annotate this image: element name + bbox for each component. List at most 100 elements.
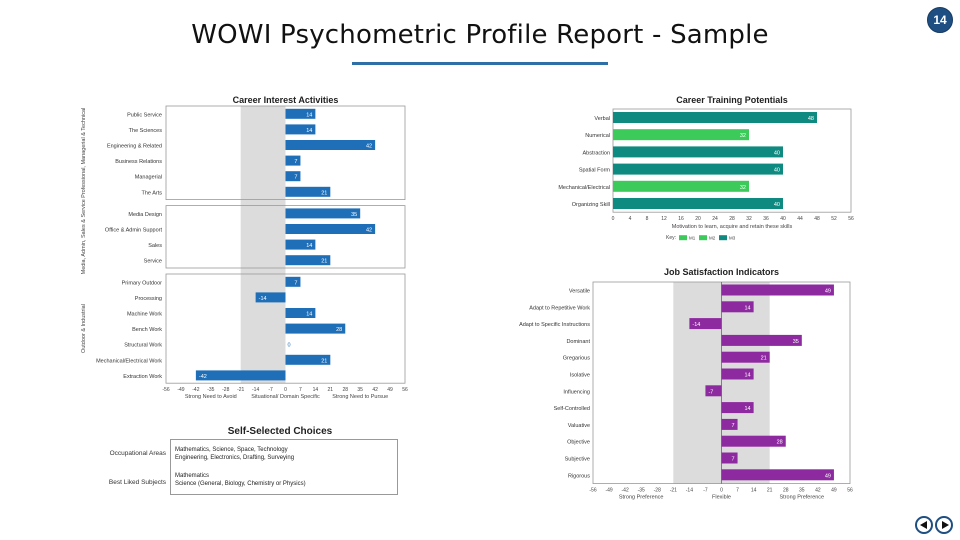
- data-label: -42: [199, 374, 207, 380]
- chart-title: Career Interest Activities: [233, 95, 339, 105]
- satisfaction-bar: [721, 469, 834, 481]
- occupational-areas-label: Occupational Areas: [109, 450, 166, 457]
- category-label: Bench Work: [132, 327, 162, 333]
- data-label: 35: [793, 339, 799, 345]
- data-label: 32: [740, 185, 746, 191]
- tick-label: -35: [638, 488, 645, 494]
- category-label: Primary Outdoor: [122, 280, 163, 286]
- tick-label: -42: [192, 387, 199, 393]
- category-label: Mechanical/Electrical Work: [96, 358, 162, 364]
- previous-page-button[interactable]: [915, 516, 933, 534]
- tick-label: -56: [589, 488, 596, 494]
- data-label: 21: [321, 259, 327, 265]
- category-label: Media Design: [128, 212, 162, 218]
- data-label: 40: [774, 168, 780, 174]
- tick-label: 24: [712, 216, 718, 222]
- data-label: 7: [732, 423, 735, 429]
- category-label: Verbal: [594, 116, 610, 122]
- category-label: Office & Admin Support: [105, 228, 163, 234]
- tick-label: 7: [736, 488, 739, 494]
- interest-bar: [285, 323, 346, 334]
- self-selected-box: [170, 439, 398, 495]
- data-label: 48: [808, 116, 814, 122]
- tick-label: 7: [299, 387, 302, 393]
- group-label: Professional, Managerial & Technical: [81, 108, 87, 198]
- axis-note: Strong Preference: [779, 495, 824, 501]
- situational-band: [240, 106, 286, 384]
- best-liked-subjects-text: Mathematics Science (General, Biology, C…: [175, 472, 306, 488]
- tick-label: 28: [783, 488, 789, 494]
- best-liked-subjects-line: Mathematics: [175, 473, 210, 479]
- interest-bar: [285, 108, 316, 119]
- data-label: 0: [288, 343, 291, 349]
- data-label: 21: [321, 190, 327, 196]
- data-label: -14: [259, 296, 267, 302]
- category-label: Adapt to Specific Instructions: [519, 322, 590, 328]
- category-label: Engineering & Related: [107, 144, 162, 150]
- tick-label: -7: [268, 387, 273, 393]
- data-label: 42: [366, 144, 372, 150]
- data-label: 7: [732, 457, 735, 463]
- data-label: 49: [825, 473, 831, 479]
- tick-label: -28: [654, 488, 661, 494]
- title-underline: [352, 62, 608, 65]
- data-label: 7: [294, 175, 297, 181]
- tick-label: 49: [387, 387, 393, 393]
- category-label: Versatile: [569, 289, 590, 295]
- axis-note: Flexible: [712, 495, 731, 501]
- data-label: 14: [306, 112, 312, 118]
- interest-bar: [285, 155, 301, 166]
- training-bar: [613, 129, 749, 141]
- tick-label: 40: [780, 216, 786, 222]
- category-label: Processing: [135, 296, 162, 302]
- x-axis-label: Motivation to learn, acquire and retain …: [672, 224, 793, 230]
- data-label: 32: [740, 133, 746, 139]
- legend-swatch: [679, 235, 687, 241]
- best-liked-subjects-line: Science (General, Biology, Chemistry or …: [175, 481, 306, 487]
- page-title: WOWI Psychometric Profile Report - Sampl…: [191, 20, 769, 50]
- job-satisfaction-chart: Job Satisfaction Indicators Versatile 49 Ad…: [519, 267, 853, 501]
- tick-label: 20: [695, 216, 701, 222]
- career-interest-chart: Career Interest Activities Professional, …: [81, 95, 408, 400]
- data-label: -14: [692, 322, 700, 328]
- tick-label: -28: [222, 387, 229, 393]
- legend-item: M1: [689, 236, 696, 241]
- data-label: 40: [774, 150, 780, 156]
- tick-label: 56: [847, 488, 853, 494]
- data-label: 49: [825, 289, 831, 295]
- self-selected-title: Self-Selected Choices: [227, 426, 333, 437]
- satisfaction-bar: [721, 368, 754, 380]
- tick-label: 0: [612, 216, 615, 222]
- self-selected-choices: Self-Selected Choices Occupational Areas…: [80, 424, 402, 500]
- tick-label: -21: [670, 488, 677, 494]
- interest-bar: [285, 124, 316, 135]
- data-label: 28: [336, 327, 342, 333]
- next-page-button[interactable]: [935, 516, 953, 534]
- category-label: Gregarious: [563, 356, 590, 362]
- axis-note: Strong Preference: [619, 495, 664, 501]
- training-bar: [613, 112, 817, 123]
- satisfaction-bar: [721, 334, 802, 346]
- category-label: Service: [144, 259, 162, 265]
- category-label: Influencing: [563, 389, 590, 395]
- satisfaction-bar: [721, 284, 834, 296]
- interest-bar: [285, 354, 331, 365]
- interest-bar: [285, 255, 331, 266]
- satisfaction-bar: [721, 452, 738, 464]
- tick-label: -56: [162, 387, 169, 393]
- satisfaction-bar: [721, 418, 738, 430]
- legend-item: M3: [729, 236, 736, 241]
- data-label: 7: [294, 280, 297, 286]
- category-label: Public Service: [127, 112, 162, 118]
- tick-label: -42: [622, 488, 629, 494]
- data-label: 40: [774, 202, 780, 208]
- training-bar: [613, 180, 749, 192]
- category-label: Organizing Skill: [572, 202, 610, 208]
- category-label: Self-Controlled: [554, 406, 590, 412]
- data-label: 35: [351, 212, 357, 218]
- data-label: 21: [321, 358, 327, 364]
- data-label: 14: [745, 406, 751, 412]
- legend-item: M2: [709, 236, 716, 241]
- group-frame: [165, 273, 406, 384]
